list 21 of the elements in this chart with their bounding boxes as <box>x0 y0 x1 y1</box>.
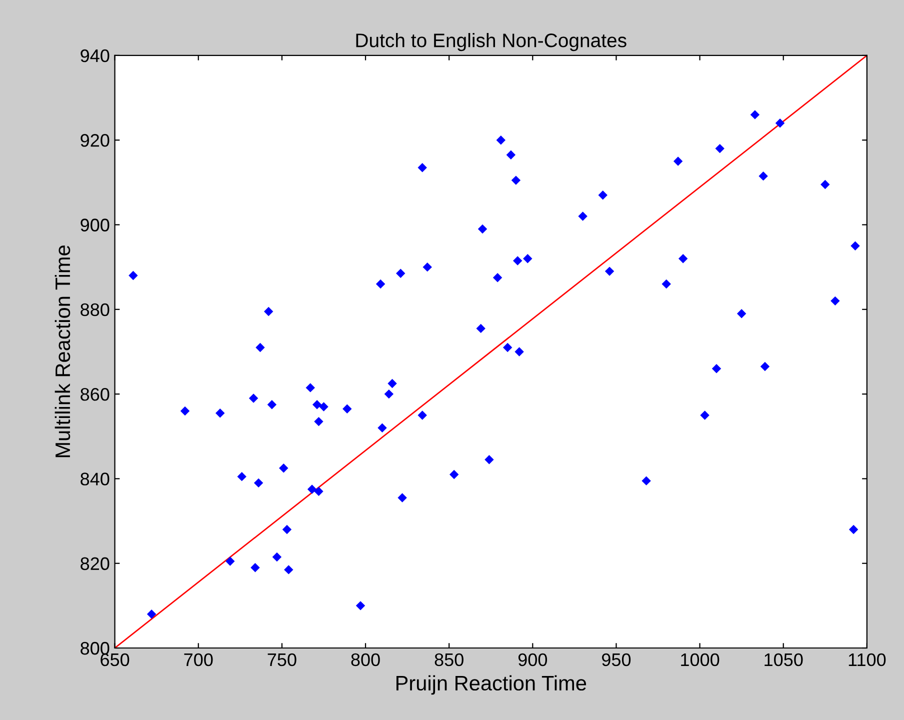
y-tick-label: 880 <box>80 303 110 316</box>
y-tick-label: 800 <box>80 642 110 655</box>
x-tick-label: 850 <box>434 653 464 666</box>
x-tick-label: 750 <box>268 653 296 666</box>
chart-title: Dutch to English Non-Cognates <box>356 33 626 52</box>
x-tick-label: 700 <box>184 653 213 666</box>
x-tick-label: 1000 <box>681 653 720 666</box>
x-axis-title: Pruijn Reaction Time <box>396 675 586 695</box>
x-tick-label: 950 <box>602 653 631 666</box>
y-tick-label: 920 <box>80 134 110 147</box>
x-tick-label: 800 <box>351 653 380 666</box>
y-axis-title: Multilink Reaction Time <box>54 246 70 458</box>
x-tick-label: 900 <box>518 653 548 666</box>
x-tick-label: 650 <box>100 653 130 666</box>
y-tick-label: 840 <box>80 472 110 486</box>
x-tick-label: 1050 <box>764 653 803 666</box>
x-tick-label: 1100 <box>848 653 886 666</box>
y-tick-label: 940 <box>80 49 110 62</box>
y-tick-label: 860 <box>80 388 110 401</box>
y-tick-label: 900 <box>80 218 110 232</box>
y-tick-label: 820 <box>80 557 110 570</box>
